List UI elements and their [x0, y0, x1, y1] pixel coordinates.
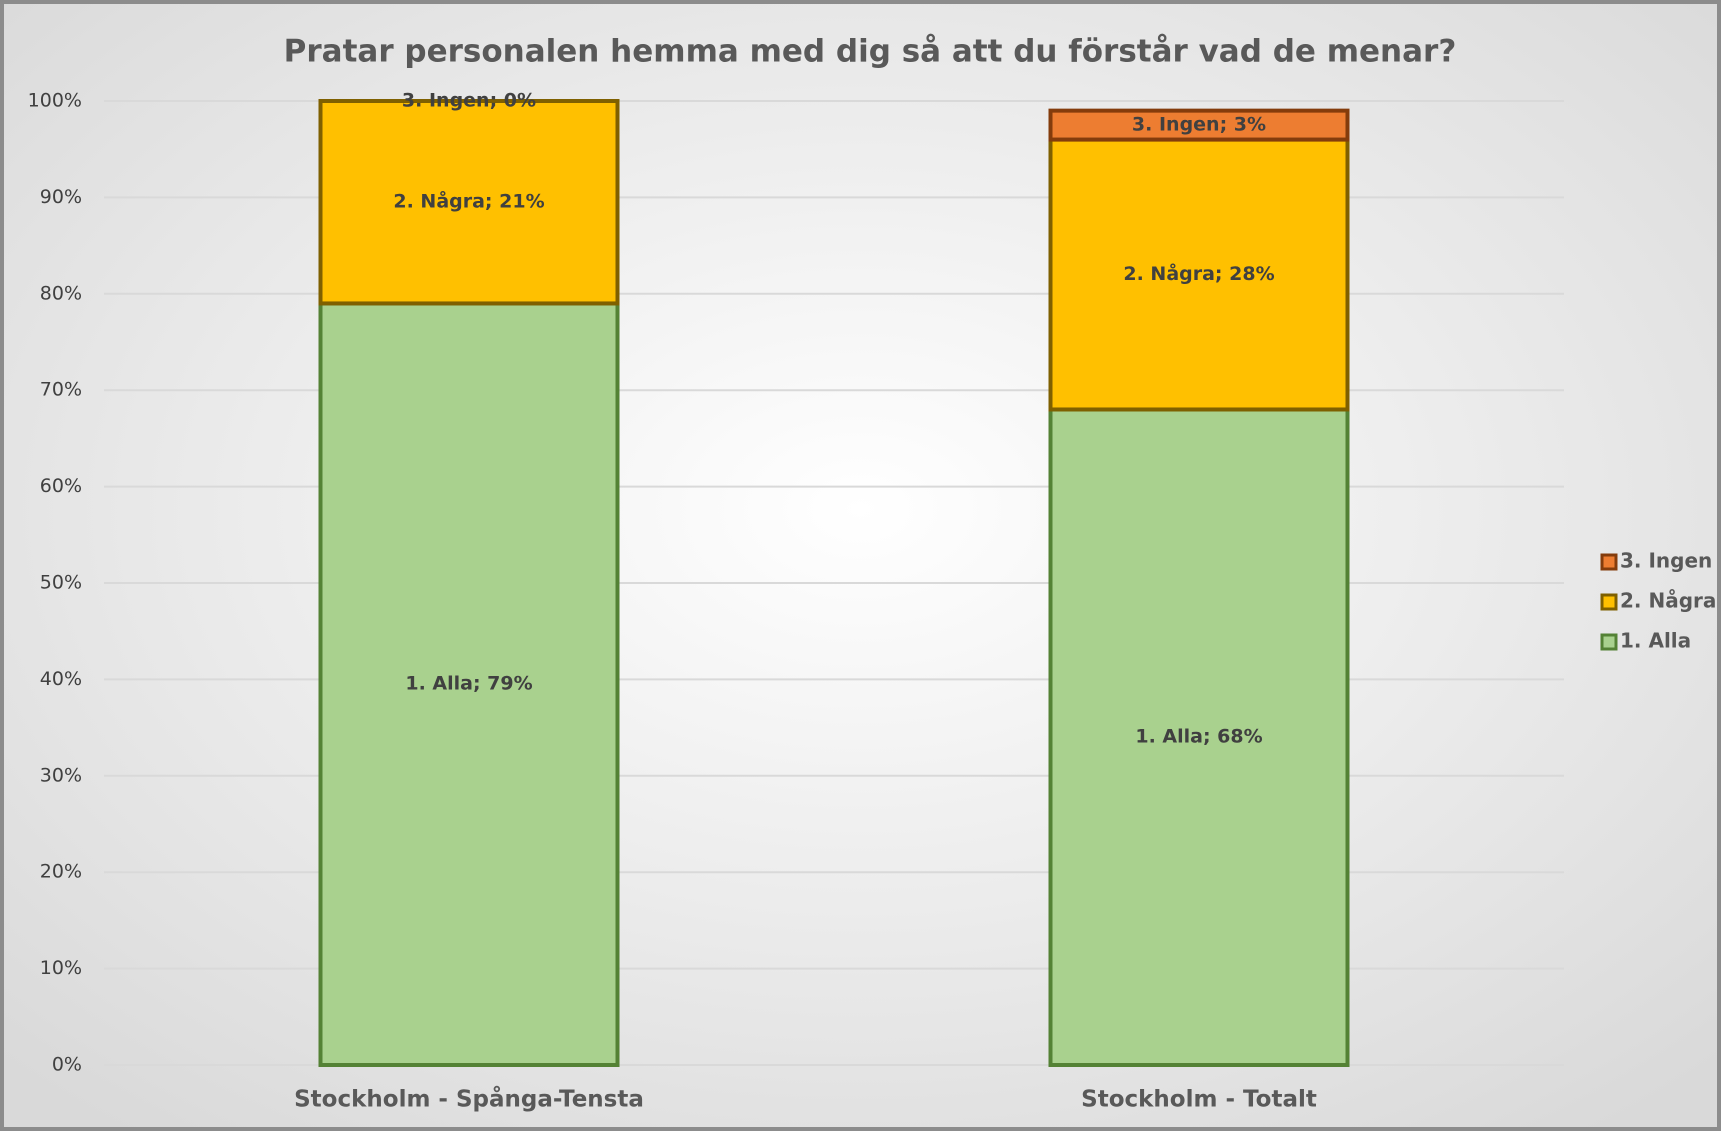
data-label: 1. Alla; 79% — [405, 673, 532, 695]
data-label: 2. Några; 28% — [1123, 261, 1274, 285]
y-tick-label: 30% — [40, 764, 82, 786]
x-tick-label: Stockholm - Spånga-Tensta — [294, 1086, 644, 1113]
bar-segment — [1048, 407, 1350, 1068]
y-tick-label: 80% — [40, 282, 82, 304]
y-tick-label: 10% — [40, 957, 82, 979]
x-tick-label: Stockholm - Totalt — [1081, 1087, 1317, 1113]
y-tick-label: 40% — [40, 668, 82, 690]
bar-segment — [318, 301, 620, 1067]
legend-label: 3. Ingen — [1620, 549, 1712, 573]
data-label: 3. Ingen; 3% — [1132, 114, 1266, 136]
bar-segment — [318, 99, 620, 306]
y-tick-label: 100% — [28, 90, 82, 112]
bar-segment — [1048, 108, 1350, 142]
y-tick-label: 50% — [40, 572, 82, 594]
bar-segment — [1048, 137, 1350, 412]
y-tick-label: 60% — [40, 475, 82, 497]
y-tick-label: 90% — [40, 186, 82, 208]
data-label: 2. Några; 21% — [393, 189, 544, 213]
data-label: 1. Alla; 68% — [1135, 726, 1262, 748]
legend-label: 1. Alla — [1620, 629, 1691, 653]
data-label: 3. Ingen; 0% — [402, 90, 536, 112]
y-tick-label: 20% — [40, 861, 82, 883]
legend-swatch — [1600, 553, 1618, 571]
y-tick-label: 70% — [40, 379, 82, 401]
legend-swatch — [1600, 633, 1618, 651]
legend-label: 2. Några — [1620, 589, 1716, 613]
y-tick-label: 0% — [52, 1054, 82, 1076]
chart-title: Pratar personalen hemma med dig så att d… — [284, 34, 1457, 70]
legend-swatch — [1600, 593, 1618, 611]
